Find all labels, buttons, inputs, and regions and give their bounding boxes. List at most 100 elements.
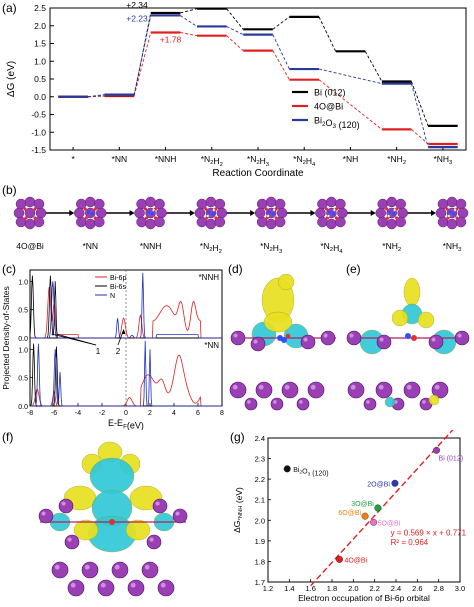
o-atom bbox=[144, 216, 149, 220]
y-tick-label-a: 2.5 bbox=[34, 3, 46, 13]
atom-highlight bbox=[130, 582, 136, 588]
connector-Bi012 bbox=[272, 16, 290, 30]
o-atom bbox=[143, 207, 148, 211]
y-tick-label-g: 1.9 bbox=[255, 537, 265, 546]
bi-atom bbox=[64, 534, 80, 550]
bi-atom bbox=[33, 216, 45, 228]
y-tick-label-a: 1.5 bbox=[34, 39, 46, 49]
legend-label-c: N bbox=[110, 293, 115, 300]
connector-4OBi bbox=[133, 32, 152, 96]
atom-highlight bbox=[366, 400, 370, 404]
yellow-lobe bbox=[277, 273, 295, 291]
bi-atom bbox=[326, 196, 337, 208]
charge-density-side-view-e bbox=[346, 277, 470, 411]
y-tick-label-c: 0.5 bbox=[18, 376, 28, 383]
y-tick-label-a: -1.5 bbox=[31, 145, 46, 155]
yellow-lobe bbox=[125, 519, 151, 541]
bi-atom bbox=[347, 381, 365, 399]
h-atom bbox=[206, 214, 210, 218]
bi-atom bbox=[141, 561, 159, 579]
bi-atom bbox=[157, 579, 175, 597]
connector-Bi012 bbox=[411, 81, 429, 127]
bi-atom bbox=[307, 381, 325, 399]
bi-atom bbox=[403, 381, 421, 399]
bi-atom bbox=[24, 207, 36, 219]
atom-highlight bbox=[406, 384, 412, 390]
bi-atom bbox=[395, 216, 406, 228]
x-tick-label-a: *NH3 bbox=[433, 154, 453, 166]
pdos-bi6p-nnh bbox=[30, 286, 222, 339]
x-tick-label-a: * bbox=[71, 154, 75, 164]
panel-label-c: (c) bbox=[2, 262, 16, 276]
step-label: *N2H4 bbox=[320, 241, 343, 255]
x-tick-label-g: 1.8 bbox=[327, 584, 337, 593]
bi-atom bbox=[320, 330, 336, 346]
scatter-point bbox=[391, 479, 399, 487]
n-atom bbox=[391, 212, 396, 216]
panel-label-e: (e) bbox=[346, 262, 361, 276]
bi-atom bbox=[397, 207, 408, 219]
bi-atom bbox=[97, 579, 115, 597]
h-atom bbox=[393, 208, 397, 212]
bi-atom bbox=[376, 334, 392, 350]
connector-4OBi bbox=[411, 129, 429, 145]
bi-atom bbox=[250, 336, 266, 352]
bi-atom bbox=[454, 330, 470, 346]
n-atom bbox=[86, 210, 91, 214]
o-atom bbox=[204, 207, 208, 211]
x-tick-label-c: -6 bbox=[51, 410, 57, 417]
yellow-lobe bbox=[417, 311, 435, 329]
n-atom bbox=[452, 212, 456, 216]
structure-5 bbox=[315, 196, 348, 230]
bi-atom bbox=[214, 216, 226, 228]
h-atom bbox=[447, 214, 451, 218]
bi-atom bbox=[146, 534, 162, 550]
bi-atom bbox=[85, 196, 96, 208]
fit-r2: R² = 0.964 bbox=[391, 538, 429, 547]
connector-Bi2O3120 bbox=[133, 15, 152, 95]
bi-atom bbox=[156, 207, 167, 219]
annotation-2: +1.78 bbox=[160, 34, 182, 44]
y-tick-label-g: 2.2 bbox=[255, 475, 265, 484]
bi-atom bbox=[281, 381, 299, 399]
atom-highlight bbox=[258, 384, 264, 390]
bi-atom bbox=[172, 508, 188, 524]
o-atom bbox=[109, 519, 115, 525]
plot-frame-g bbox=[267, 437, 461, 583]
arrow-1b bbox=[56, 333, 97, 346]
bi-atom bbox=[230, 330, 246, 346]
y-tick-label-c: 0.0 bbox=[18, 404, 28, 411]
subpanel-label-nn: *NN bbox=[204, 341, 219, 350]
x-axis-label-c: E-EF(eV) bbox=[108, 418, 144, 430]
bi-atom bbox=[85, 218, 96, 230]
structure-0 bbox=[13, 196, 47, 230]
o-atom bbox=[264, 207, 268, 211]
legend-label: Bi2O3 (120) bbox=[314, 116, 360, 131]
atom-highlight bbox=[54, 564, 60, 570]
atom-highlight bbox=[155, 501, 160, 506]
o-atom bbox=[445, 207, 449, 211]
bi-atom bbox=[145, 218, 156, 230]
y-tick-label-g: 2.1 bbox=[255, 496, 265, 505]
bi-atom bbox=[386, 196, 397, 208]
x-tick-label-c: -8 bbox=[27, 410, 33, 417]
y-tick-label-c: 0.5 bbox=[18, 308, 28, 315]
bi-atom bbox=[363, 397, 377, 411]
n-atom bbox=[281, 337, 287, 343]
atom-highlight bbox=[114, 564, 120, 570]
step-label: 4O@Bi bbox=[16, 241, 44, 251]
y-tick-label-g: 2.0 bbox=[255, 516, 265, 525]
atom-highlight bbox=[232, 384, 238, 390]
bi-atom bbox=[152, 498, 168, 514]
y-tick-label-g: 1.7 bbox=[255, 578, 265, 587]
bi-atom bbox=[134, 207, 145, 219]
y-tick-label-c: 1.0 bbox=[18, 279, 28, 286]
atom-highlight bbox=[84, 564, 90, 570]
point-label: Bi2O3 (120) bbox=[293, 467, 328, 478]
bi-atom bbox=[255, 381, 273, 399]
connector-4OBi bbox=[226, 35, 244, 51]
bi-atom bbox=[270, 397, 284, 411]
bi-atom bbox=[274, 216, 286, 228]
x-axis-label-g: Electron occupation of Bi-6p orbital bbox=[298, 593, 430, 603]
y-tick-label-a: 0.5 bbox=[34, 74, 46, 84]
